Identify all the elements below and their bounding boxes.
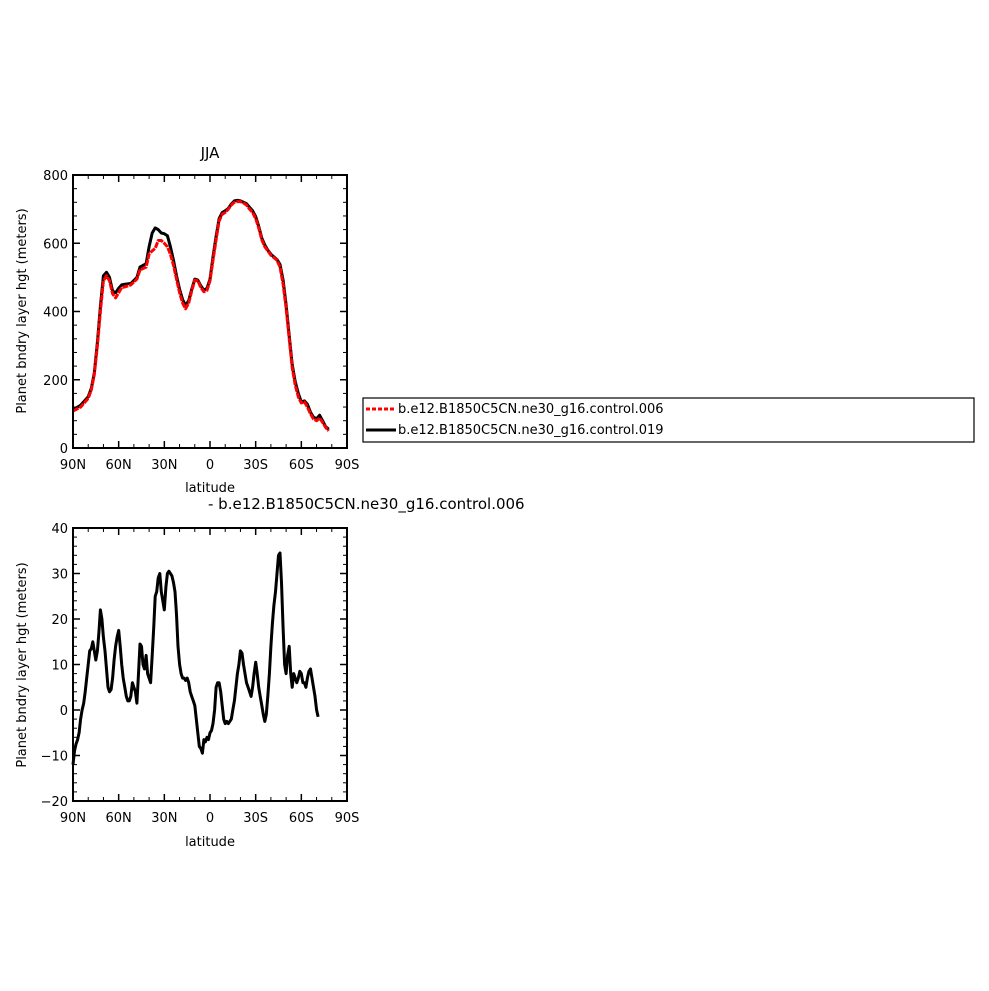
- top-xtick-label: 0: [206, 458, 214, 473]
- top-chart-ticks: 90N 60N 30N 0 30S 60S 90S 0 200 400 600 800: [43, 169, 359, 473]
- bottom-chart-xlabel: latitude: [185, 835, 235, 850]
- bottom-ytick-label: 20: [51, 613, 68, 628]
- top-xtick-label: 60S: [289, 458, 314, 473]
- bottom-xtick-label: 60S: [289, 811, 314, 826]
- bottom-xtick-label: 30N: [151, 811, 177, 826]
- top-xtick-label: 90S: [335, 458, 360, 473]
- bottom-chart-frame: [72, 527, 348, 802]
- top-chart-panel: JJA Planet bndry layer hgt (meters) lati…: [15, 144, 359, 496]
- top-chart-title: JJA: [200, 144, 221, 162]
- top-ytick-label: 200: [43, 374, 68, 389]
- top-xtick-label: 30S: [243, 458, 268, 473]
- top-ytick-label: 600: [43, 237, 68, 252]
- bottom-xtick-label: 90N: [60, 811, 86, 826]
- legend: b.e12.B1850C5CN.ne30_g16.control.006 b.e…: [362, 397, 975, 443]
- top-chart-xlabel: latitude: [185, 481, 235, 496]
- top-chart-ylabel: Planet bndry layer hgt (meters): [15, 208, 30, 413]
- top-chart-frame: [72, 174, 348, 449]
- legend-label-019: b.e12.B1850C5CN.ne30_g16.control.019: [398, 423, 664, 438]
- top-ytick-label: 800: [43, 169, 68, 184]
- bottom-chart-panel: - b.e12.B1850C5CN.ne30_g16.control.006 P…: [15, 495, 525, 850]
- bottom-ytick-label: 30: [51, 568, 68, 583]
- bottom-series-line-0: [71, 551, 320, 765]
- bottom-ytick-label: 40: [51, 522, 68, 537]
- top-ytick-label: 400: [43, 306, 68, 321]
- top-xtick-label: 90N: [60, 458, 86, 473]
- bottom-ytick-label: 0: [60, 704, 68, 719]
- legend-label-006: b.e12.B1850C5CN.ne30_g16.control.006: [398, 402, 664, 417]
- top-chart-lines: [72, 198, 330, 432]
- top-series-line-1: [72, 198, 330, 431]
- top-xtick-label: 30N: [151, 458, 177, 473]
- bottom-xtick-label: 0: [206, 811, 214, 826]
- top-xtick-label: 60N: [106, 458, 132, 473]
- bottom-chart-title: - b.e12.B1850C5CN.ne30_g16.control.006: [208, 495, 525, 514]
- bottom-chart-ylabel: Planet bndry layer hgt (meters): [15, 562, 30, 767]
- bottom-xtick-label: 30S: [243, 811, 268, 826]
- bottom-xtick-label: 60N: [106, 811, 132, 826]
- top-ytick-label: 0: [60, 442, 68, 457]
- bottom-ytick-label: 10: [51, 659, 68, 674]
- bottom-ytick-label: −20: [41, 795, 68, 810]
- top-series-line-0: [72, 200, 330, 432]
- legend-box: [362, 397, 975, 443]
- bottom-xtick-label: 90S: [335, 811, 360, 826]
- bottom-chart-lines: [71, 551, 320, 765]
- bottom-ytick-label: −10: [41, 750, 68, 765]
